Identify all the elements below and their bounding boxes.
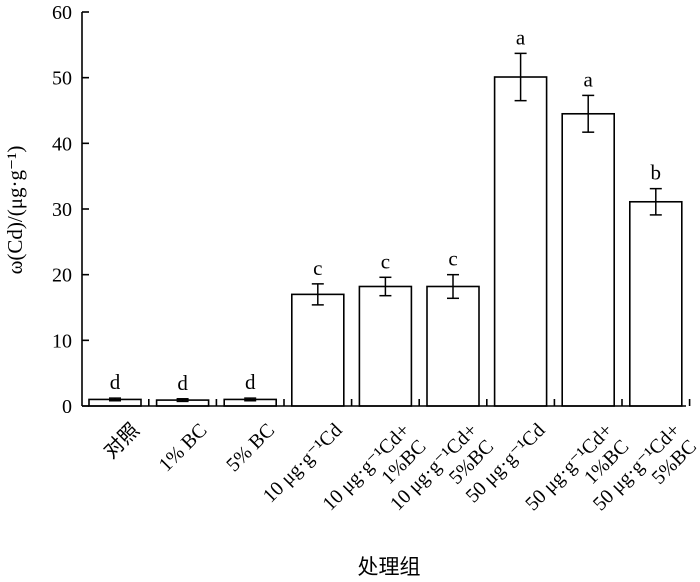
y-tick-label: 10 — [52, 330, 72, 352]
x-tick-label: 对照 — [99, 419, 144, 464]
significance-label: d — [110, 370, 121, 394]
bar — [628, 200, 683, 407]
significance-label: a — [584, 67, 594, 91]
x-tick-label-line: 1% BC — [155, 419, 212, 476]
significance-label: d — [177, 371, 188, 395]
bar — [561, 112, 616, 407]
y-axis: 0 10 20 30 40 50 60 — [52, 2, 89, 418]
x-tick-label: 1% BC — [155, 419, 212, 476]
x-tick-label-line: 对照 — [99, 419, 144, 464]
significance-label: c — [448, 247, 457, 271]
y-tick-label: 20 — [52, 265, 72, 287]
bars: d d d c c c a a b — [88, 25, 683, 407]
y-tick-label: 30 — [52, 199, 72, 221]
significance-label: a — [516, 25, 526, 49]
x-tick-label: 5% BC — [222, 419, 279, 476]
y-tick-label: 60 — [52, 2, 72, 24]
y-tick-label: 0 — [62, 396, 72, 418]
y-tick-label: 40 — [52, 133, 72, 155]
bar — [493, 76, 548, 407]
significance-label: c — [313, 256, 322, 280]
significance-label: c — [381, 249, 390, 273]
bar — [290, 293, 345, 407]
bar — [426, 285, 480, 407]
significance-label: d — [245, 370, 256, 394]
y-tick-label: 50 — [52, 68, 72, 90]
bar — [358, 285, 413, 407]
x-tick-label-line: 5% BC — [222, 419, 279, 476]
y-axis-title: ω(Cd)/(μg·g⁻¹) — [3, 146, 27, 275]
x-axis-title: 处理组 — [358, 555, 421, 579]
significance-label: b — [651, 161, 662, 185]
